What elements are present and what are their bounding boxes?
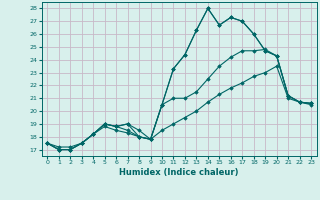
X-axis label: Humidex (Indice chaleur): Humidex (Indice chaleur) <box>119 168 239 177</box>
